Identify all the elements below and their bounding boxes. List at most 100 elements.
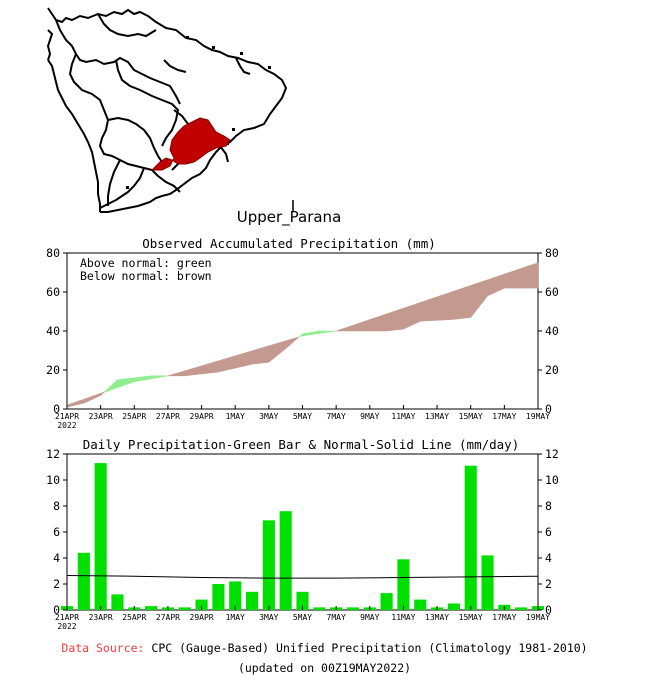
above-normal-fill [133, 376, 139, 383]
below-normal-fill [251, 349, 257, 365]
x-tick-label: 1MAY [226, 412, 245, 421]
y-tick-label-right: 0 [545, 402, 552, 416]
x-tick-label: 7MAY [327, 412, 346, 421]
x-tick-label: 5MAY [293, 412, 312, 421]
y-tick-label-right: 8 [545, 499, 552, 513]
below-normal-fill [188, 367, 194, 376]
daily-precip-bar [346, 607, 360, 610]
x-tick-label: 3MAY [259, 613, 278, 622]
below-normal-fill [222, 357, 228, 372]
below-normal-fill [504, 272, 509, 289]
x-tick-label: 1MAY [226, 613, 245, 622]
daily-precip-bar [464, 465, 477, 610]
below-normal-fill [424, 299, 429, 322]
daily-precip-bar [178, 607, 191, 610]
y-tick-label-left: 40 [46, 324, 60, 338]
below-normal-fill [180, 370, 186, 377]
daily-precip-bar [195, 599, 208, 610]
daily-precip-bar [414, 599, 427, 610]
below-normal-fill [403, 306, 408, 330]
x-tick-label: 13MAY [425, 412, 449, 421]
below-normal-fill [382, 313, 387, 332]
chart2-plot-area [66, 453, 539, 611]
below-normal-fill [260, 346, 265, 364]
x-tick-label: 13MAY [425, 613, 449, 622]
above-normal-fill [310, 331, 316, 336]
y-tick-label-right: 10 [545, 473, 559, 487]
below-normal-fill [487, 277, 493, 297]
highlighted-basin [150, 117, 231, 171]
x-tick-label: 9MAY [360, 412, 379, 421]
below-normal-fill [419, 300, 425, 322]
y-tick-label-right: 12 [545, 447, 559, 461]
below-normal-fill [512, 269, 518, 289]
below-normal-fill [255, 347, 261, 364]
y-tick-label-left: 0 [53, 402, 60, 416]
below-normal-fill [369, 317, 375, 332]
y-tick-label-left: 2 [53, 577, 60, 591]
below-normal-fill [508, 270, 514, 289]
normal-line [66, 575, 539, 579]
data-source-text: CPC (Gauge-Based) Unified Precipitation … [144, 641, 588, 655]
above-normal-fill [117, 378, 122, 388]
above-normal-fill [155, 375, 160, 379]
below-normal-fill [268, 344, 274, 363]
x-tick-label: 21APR [55, 412, 79, 421]
above-normal-fill [150, 375, 156, 380]
above-normal-fill [306, 332, 312, 336]
below-normal-fill [445, 292, 450, 321]
legend-below-normal: Below normal: brown [80, 269, 212, 283]
data-source-line: Data Source: CPC (Gauge-Based) Unified P… [0, 641, 649, 655]
below-normal-fill [516, 268, 522, 289]
below-normal-fill [243, 351, 249, 367]
chart2-title: Daily Precipitation-Green Bar & Normal-S… [83, 437, 520, 452]
y-tick-label-left: 10 [46, 473, 60, 487]
x-tick-label: 27APR [156, 412, 180, 421]
below-normal-fill [197, 365, 202, 375]
chart1-plot-area [66, 252, 539, 410]
below-normal-fill [428, 297, 434, 322]
above-normal-fill [319, 330, 324, 334]
below-normal-fill [415, 302, 421, 324]
below-normal-fill [201, 364, 207, 375]
below-normal-fill [436, 295, 442, 321]
above-normal-fill [125, 377, 131, 386]
y-tick-label-right: 0 [545, 603, 552, 617]
y-tick-label-left: 8 [53, 499, 60, 513]
below-normal-fill [529, 263, 535, 289]
below-normal-fill [230, 355, 236, 370]
below-normal-fill [453, 289, 459, 320]
x-tick-label: 15MAY [459, 613, 483, 622]
daily-precip-bar [145, 606, 158, 610]
daily-precip-bar [481, 555, 494, 610]
below-normal-fill [184, 369, 190, 377]
y-tick-label-right: 20 [545, 363, 559, 377]
daily-precip-bar [111, 594, 124, 610]
legend-above-normal: Above normal: green [80, 256, 212, 270]
below-normal-fill [192, 366, 198, 376]
x-tick-label: 25APR [122, 613, 146, 622]
data-source-label: Data Source: [61, 641, 145, 655]
x-tick-label: 19MAY [526, 412, 550, 421]
below-normal-fill [470, 283, 476, 319]
below-normal-fill [390, 310, 396, 331]
above-normal-fill [163, 375, 168, 377]
y-tick-label-right: 80 [545, 246, 559, 260]
daily-precip-bar [94, 463, 107, 610]
below-normal-fill [239, 352, 244, 368]
x-tick-label: 11MAY [391, 613, 415, 622]
below-normal-fill [525, 265, 530, 289]
y-tick-label-right: 40 [545, 324, 559, 338]
below-normal-fill [226, 356, 232, 371]
below-normal-fill [533, 262, 539, 289]
below-normal-fill [495, 275, 501, 293]
x-tick-label: 27APR [156, 613, 180, 622]
above-normal-fill [138, 376, 143, 382]
below-normal-fill [499, 273, 505, 291]
y-tick-label-left: 12 [46, 447, 60, 461]
daily-precip-bar [229, 581, 242, 610]
below-normal-fill [247, 350, 253, 366]
below-normal-fill [411, 303, 417, 326]
y-tick-label-left: 80 [46, 246, 60, 260]
